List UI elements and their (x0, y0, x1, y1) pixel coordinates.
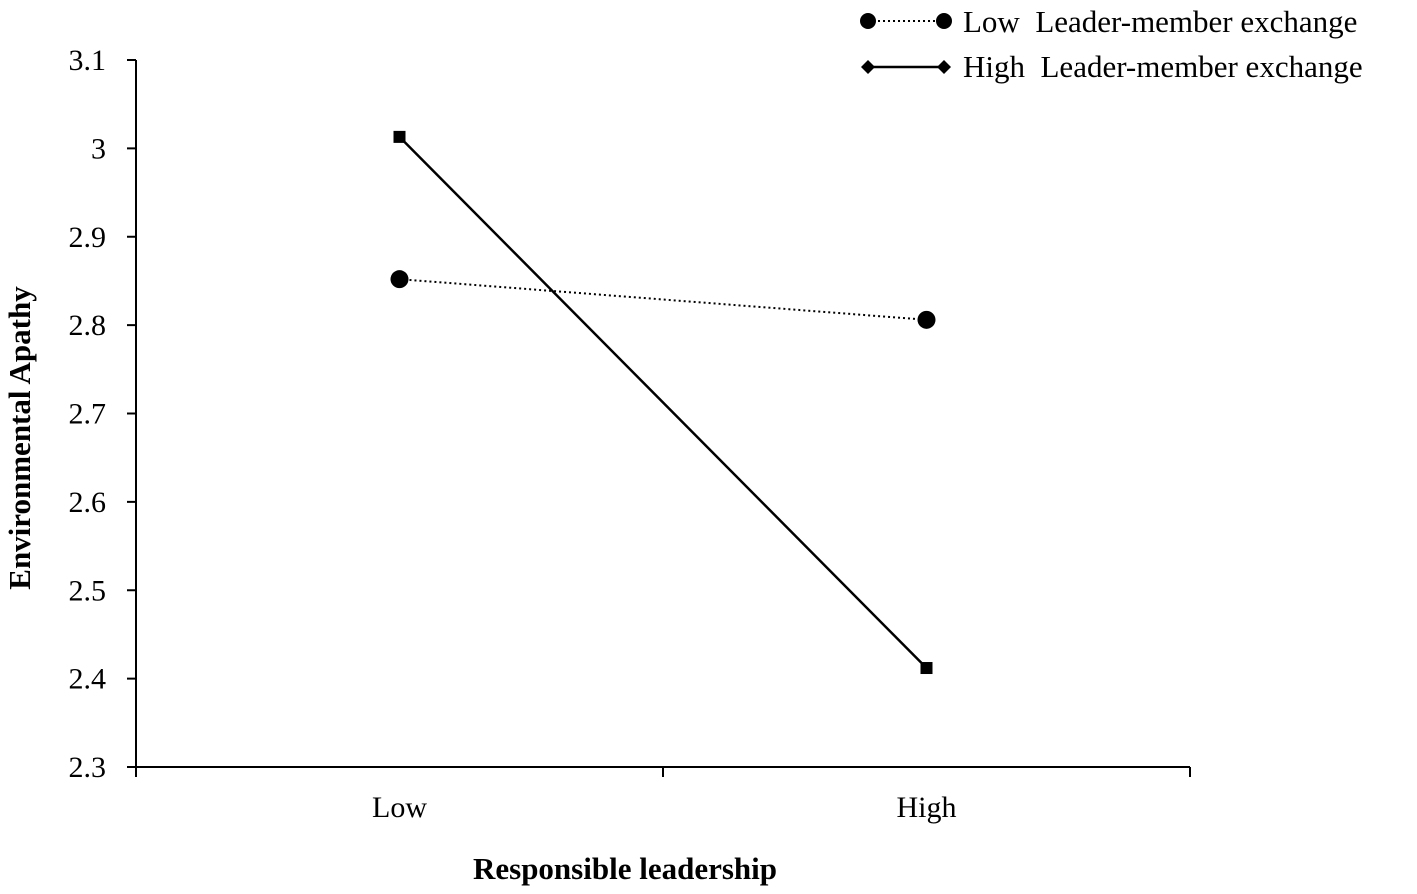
series-1-point-0 (393, 130, 406, 143)
legend-label-low-lmx: Low Leader-member exchange (963, 4, 1357, 39)
y-tick-label: 2.3 (69, 751, 107, 784)
series-1-point-1 (920, 662, 933, 675)
x-axis-tick-labels: Low High (372, 791, 957, 824)
y-axis-title: Environmental Apathy (2, 286, 37, 590)
y-tick-label: 2.6 (69, 486, 107, 519)
y-tick-label: 2.5 (69, 574, 107, 607)
y-tick-label: 2.4 (69, 663, 107, 696)
series-0-point-1 (917, 310, 936, 329)
y-tick-label: 2.7 (69, 398, 107, 431)
x-axis-title: Responsible leadership (473, 851, 777, 886)
x-tick-label: High (897, 791, 957, 824)
series-layer (390, 130, 936, 675)
axes (135, 60, 1191, 777)
legend-label-high-lmx: High Leader-member exchange (963, 49, 1363, 84)
legend-marker-diamond-left (861, 60, 875, 74)
x-tick-label: Low (372, 791, 427, 824)
legend-item-high-lmx: High Leader-member exchange (861, 49, 1363, 84)
y-tick-label: 2.9 (69, 221, 107, 254)
legend-item-low-lmx: Low Leader-member exchange (860, 4, 1357, 39)
series-line-1 (398, 136, 928, 669)
y-tick-label: 3.1 (69, 44, 107, 77)
series-0-point-0 (390, 270, 409, 289)
legend: Low Leader-member exchange High Leader-m… (860, 4, 1363, 84)
legend-marker-diamond-right (937, 60, 951, 74)
y-tick-label: 2.8 (69, 309, 107, 342)
legend-marker-circle-right (936, 13, 952, 29)
series-line-0 (399, 278, 927, 321)
y-tick-label: 3 (91, 132, 106, 165)
legend-marker-circle-left (860, 13, 876, 29)
y-axis-ticks: 2.3 2.4 2.5 2.6 2.7 2.8 2.9 3 3.1 (69, 44, 136, 784)
